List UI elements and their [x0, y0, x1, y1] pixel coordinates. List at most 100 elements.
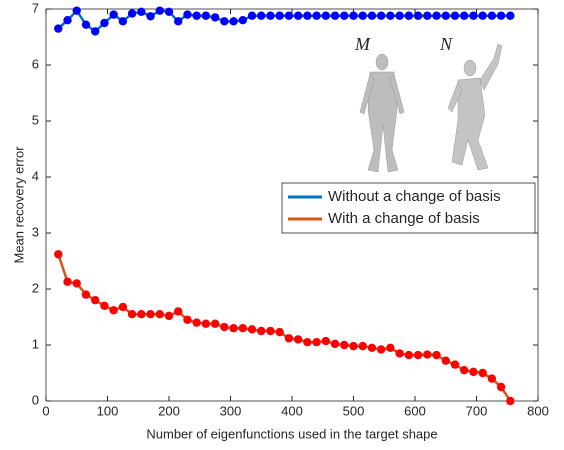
data-point: [164, 7, 174, 16]
data-point: [210, 319, 220, 328]
data-point: [330, 11, 340, 20]
data-point: [340, 340, 349, 350]
data-point: [229, 324, 238, 333]
data-point: [247, 11, 257, 20]
data-point: [137, 310, 146, 319]
data-point: [478, 11, 487, 20]
figure-m: [359, 53, 405, 173]
data-point: [238, 16, 247, 25]
data-point: [155, 6, 164, 15]
data-point: [118, 17, 128, 26]
data-point: [487, 11, 497, 20]
data-point: [432, 11, 441, 20]
data-point: [321, 11, 331, 20]
data-point: [349, 11, 358, 20]
data-point: [487, 374, 497, 383]
data-point: [441, 356, 450, 365]
data-point: [469, 367, 478, 377]
data-point: [413, 350, 423, 360]
y-tick-label: 2: [32, 280, 39, 295]
x-tick-label: 100: [97, 403, 119, 418]
data-point: [330, 339, 340, 349]
data-point: [312, 11, 321, 20]
data-point: [164, 311, 174, 321]
x-tick-label: 0: [42, 403, 49, 418]
data-point: [201, 319, 211, 328]
data-point: [395, 349, 404, 358]
data-point: [404, 350, 414, 360]
data-point: [146, 12, 155, 21]
data-point: [386, 343, 395, 352]
y-tick-label: 6: [32, 56, 39, 71]
data-point: [63, 16, 72, 25]
x-tick-label: 300: [220, 403, 242, 418]
data-point: [220, 17, 229, 26]
data-point: [284, 11, 294, 20]
data-point: [192, 11, 201, 20]
x-axis-label: Number of eigenfunctions used in the tar…: [146, 426, 437, 441]
x-tick-label: 200: [158, 403, 180, 418]
data-point: [506, 11, 515, 20]
figure-n: [447, 43, 503, 171]
annotation: M: [354, 34, 371, 54]
data-point: [257, 11, 266, 20]
data-point: [386, 11, 395, 20]
data-point: [229, 17, 238, 26]
data-point: [146, 310, 155, 319]
x-tick-label: 800: [527, 403, 549, 418]
y-tick-label: 7: [32, 0, 39, 15]
annotation: N: [439, 34, 453, 54]
y-axis-label: Mean recovery error: [11, 146, 26, 264]
data-point: [496, 11, 506, 20]
data-point: [450, 360, 460, 369]
data-point: [441, 11, 450, 20]
data-point: [275, 327, 284, 337]
data-point: [183, 10, 192, 19]
data-point: [423, 350, 432, 359]
data-point: [247, 325, 257, 334]
data-point: [72, 6, 81, 15]
data-point: [321, 336, 331, 346]
data-point: [367, 11, 377, 20]
data-point: [91, 27, 100, 36]
x-tick-label: 400: [281, 403, 303, 418]
data-point: [174, 17, 183, 26]
data-point: [293, 11, 303, 20]
data-point: [413, 11, 423, 20]
data-point: [63, 277, 72, 286]
data-point: [460, 366, 469, 375]
data-point: [303, 338, 312, 347]
data-point: [118, 302, 128, 312]
data-point: [100, 301, 109, 310]
data-point: [478, 368, 487, 378]
data-point: [220, 322, 229, 332]
legend-box: [281, 182, 536, 234]
data-point: [376, 345, 386, 354]
data-point: [275, 11, 284, 20]
data-point: [432, 350, 441, 360]
y-tick-label: 5: [32, 112, 39, 127]
data-point: [238, 324, 247, 333]
data-point: [358, 11, 367, 20]
data-point: [404, 11, 414, 20]
data-point: [127, 310, 137, 319]
data-point: [183, 315, 192, 324]
data-point: [257, 326, 266, 336]
data-point: [460, 11, 469, 20]
data-point: [340, 11, 349, 20]
data-point: [137, 7, 146, 16]
x-tick-label: 700: [466, 403, 488, 418]
data-point: [72, 279, 81, 288]
x-tick-label: 600: [404, 403, 426, 418]
y-tick-label: 1: [32, 336, 39, 351]
data-point: [127, 9, 137, 18]
data-point: [109, 306, 118, 315]
data-point: [469, 11, 478, 20]
data-point: [506, 396, 515, 406]
data-point: [81, 20, 91, 29]
data-point: [312, 338, 321, 347]
data-point: [303, 11, 312, 20]
data-point: [109, 10, 118, 19]
data-point: [376, 11, 386, 20]
y-tick-label: 3: [32, 224, 39, 239]
